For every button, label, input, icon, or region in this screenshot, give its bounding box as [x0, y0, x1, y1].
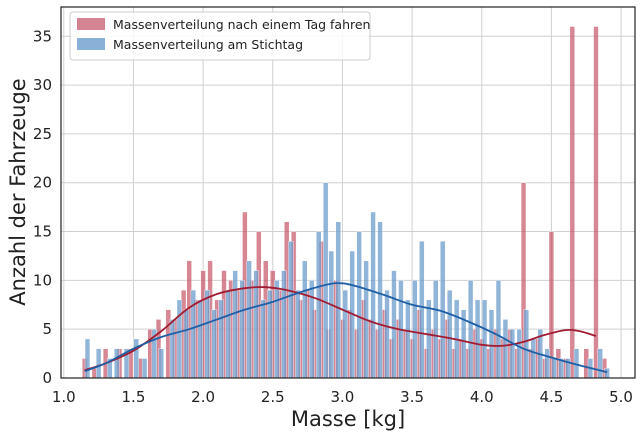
histogram-bar: [384, 289, 390, 379]
histogram-bar: [232, 270, 238, 379]
histogram-bar: [597, 348, 603, 379]
y-axis-title: Anzahl der Fahrzeuge: [6, 78, 30, 305]
x-axis-title: Masse [kg]: [291, 407, 405, 431]
kde-curve-stichtag: [84, 282, 608, 374]
legend-swatch-stichtag: [77, 38, 105, 50]
histogram-bar: [516, 328, 523, 379]
histogram-bar: [197, 299, 203, 379]
legend-swatch-nach-einem-tag: [77, 18, 105, 30]
bars-stichtag: [84, 182, 610, 379]
histogram-bar: [114, 348, 120, 379]
histogram-bar: [593, 26, 599, 379]
x-tick-label: 3.0: [330, 388, 354, 406]
y-tick-label: 25: [33, 125, 52, 143]
histogram-bar: [288, 241, 294, 379]
histogram-bar: [569, 26, 575, 379]
histogram-bar: [342, 289, 348, 379]
histogram-bar: [551, 358, 557, 379]
x-tick-label: 5.0: [609, 388, 633, 406]
histogram-bar: [281, 270, 287, 379]
histogram-bar: [246, 260, 252, 379]
histogram-bar: [412, 280, 418, 379]
histogram-bar: [183, 309, 190, 379]
histogram-bar: [204, 289, 210, 379]
x-tick-label: 4.5: [539, 388, 563, 406]
histogram-bar: [323, 182, 329, 379]
x-tick-label: 1.0: [52, 388, 76, 406]
histogram-bar: [377, 221, 383, 379]
histogram-bar: [481, 299, 488, 379]
histogram-bar: [391, 270, 397, 379]
bars-nach-einem-tag: [82, 26, 607, 379]
histogram-bar: [467, 280, 474, 379]
histogram-bar: [316, 231, 322, 379]
histogram-bar: [133, 338, 139, 379]
histogram-bar: [302, 260, 308, 379]
histogram-bar: [309, 280, 315, 379]
histogram-bar: [488, 309, 495, 379]
plot-frame: [60, 6, 636, 379]
histogram-bar: [447, 289, 453, 379]
y-tick-label: 15: [33, 223, 52, 241]
histogram-bar: [405, 299, 411, 379]
histogram-bar: [295, 289, 301, 379]
x-tick-label: 3.5: [400, 388, 424, 406]
histogram-bar: [356, 231, 362, 379]
histogram-bar: [335, 221, 341, 379]
legend: Massenverteilung nach einem Tag fahren M…: [69, 11, 371, 61]
kde-curve-nach-einem-tag: [84, 286, 597, 372]
histogram-bar: [419, 241, 425, 379]
legend-label-nach-einem-tag: Massenverteilung nach einem Tag fahren: [113, 17, 370, 32]
histogram-bar: [544, 348, 550, 379]
axis-ticks: 1.0 1.5 2.0 2.5 3.0 3.5 4.0 4.5 5.0 0 5 10 15 20 25 30 3…: [33, 27, 633, 406]
legend-box: [69, 11, 371, 61]
kde-curves: [84, 282, 608, 374]
plot-area: [60, 6, 636, 379]
histogram-bar: [260, 299, 266, 379]
histogram-bar: [509, 328, 516, 379]
histogram-bar: [604, 368, 610, 379]
y-tick-label: 20: [33, 174, 52, 192]
histogram-bar: [530, 338, 536, 379]
histogram-bar: [239, 280, 245, 379]
histogram-bar: [495, 280, 502, 379]
histogram-bar: [169, 319, 176, 379]
histogram-bar: [176, 299, 183, 379]
histogram-bar: [502, 319, 509, 379]
x-tick-label: 2.0: [191, 388, 215, 406]
histogram-bar: [218, 299, 224, 379]
x-tick-label: 1.5: [122, 388, 146, 406]
histogram-bar: [440, 241, 446, 379]
histogram-bar: [474, 299, 481, 379]
histogram-bar: [433, 280, 439, 379]
y-tick-label: 0: [42, 369, 52, 387]
histogram-bar: [328, 250, 334, 379]
histogram-bar: [370, 211, 376, 379]
y-tick-label: 30: [33, 76, 52, 94]
x-tick-label: 2.5: [261, 388, 285, 406]
histogram-bar: [274, 280, 280, 379]
histogram-bar: [95, 348, 102, 379]
legend-label-stichtag: Massenverteilung am Stichtag: [113, 37, 303, 52]
x-tick-label: 4.0: [470, 388, 494, 406]
y-tick-label: 35: [33, 27, 52, 45]
y-tick-label: 5: [42, 320, 52, 338]
histogram-bar: [141, 358, 148, 379]
y-tick-label: 10: [33, 271, 52, 289]
histogram-bar: [426, 299, 432, 379]
histogram-bar: [158, 348, 164, 379]
histogram-bar: [84, 338, 91, 379]
histogram-bar: [225, 289, 231, 379]
histogram-bar: [523, 309, 529, 379]
